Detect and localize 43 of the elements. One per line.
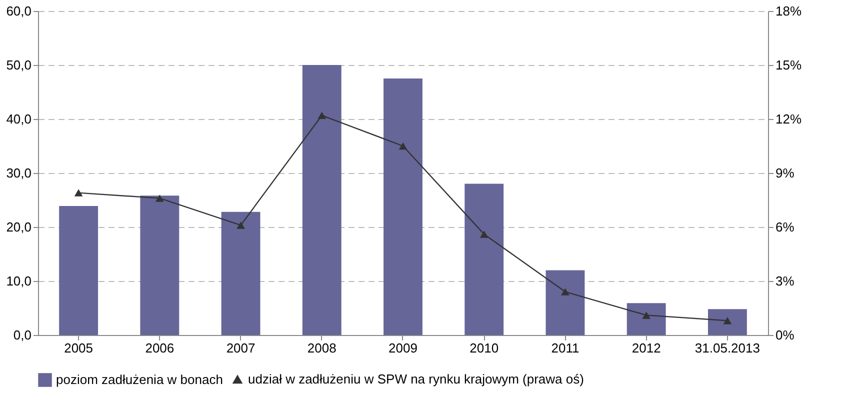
x-tick-label: 31.05.2013 xyxy=(694,340,760,356)
bar xyxy=(546,270,585,335)
x-tick-label: 2005 xyxy=(64,340,94,356)
bar xyxy=(626,303,666,335)
y2-tick-label: 12% xyxy=(776,112,802,126)
y2-tick-label: 18% xyxy=(776,4,802,18)
point xyxy=(480,230,488,238)
y2-tick-label: 6% xyxy=(776,220,795,234)
legend-label: poziom zadłużenia w bonach xyxy=(56,372,223,387)
y-tick-label: 60,0 xyxy=(6,4,32,18)
y-tick-label: 50,0 xyxy=(6,58,32,72)
x-tick-label: 2010 xyxy=(470,340,499,356)
bar xyxy=(708,309,747,335)
y-tick-label: 40,0 xyxy=(6,112,32,126)
x-tick-label: 2012 xyxy=(632,340,661,356)
y-tick-label: 0,0 xyxy=(13,328,32,342)
y-tick-label: 20,0 xyxy=(6,220,32,234)
y2-tick-label: 0% xyxy=(776,328,795,342)
bar xyxy=(464,184,504,335)
legend-label: udział w zadłużeniu w SPW na rynku krajowym (prawa oś) xyxy=(248,372,584,386)
y2-tick-label: 15% xyxy=(776,58,802,72)
point xyxy=(236,222,245,229)
point xyxy=(642,312,651,319)
y-tick-label: 10,0 xyxy=(6,274,32,288)
bar xyxy=(140,196,180,335)
x-tick-label: 2011 xyxy=(551,340,580,356)
point xyxy=(561,288,570,296)
point xyxy=(155,194,164,202)
bar xyxy=(221,212,260,335)
bar xyxy=(302,65,342,335)
point xyxy=(74,189,83,196)
y2-tick-label: 3% xyxy=(776,274,795,288)
x-tick-label: 2007 xyxy=(226,340,256,356)
y2-tick-label: 9% xyxy=(776,166,795,180)
bar xyxy=(59,206,98,335)
point xyxy=(723,316,732,324)
y-tick-label: 30,0 xyxy=(6,166,32,180)
point xyxy=(318,112,326,120)
bar xyxy=(384,78,422,335)
point xyxy=(398,142,408,150)
x-tick-label: 2009 xyxy=(388,340,418,356)
x-tick-label: 2008 xyxy=(307,340,336,356)
x-tick-label: 2006 xyxy=(145,340,174,356)
